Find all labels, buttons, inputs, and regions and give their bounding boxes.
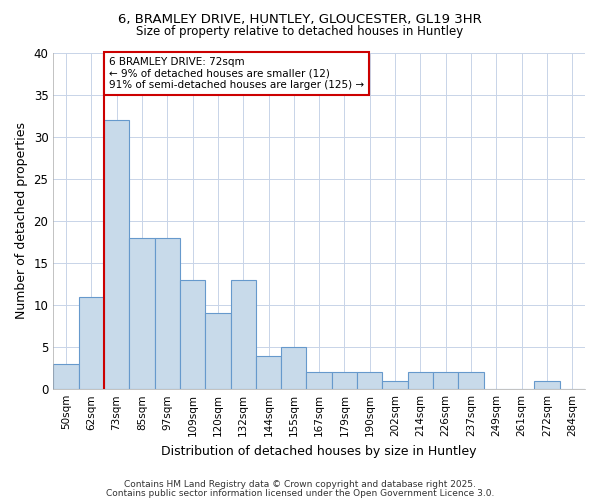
Bar — [129, 238, 155, 389]
Bar — [53, 364, 79, 389]
Bar — [155, 238, 180, 389]
Text: Contains HM Land Registry data © Crown copyright and database right 2025.: Contains HM Land Registry data © Crown c… — [124, 480, 476, 489]
Bar — [256, 356, 281, 389]
Bar — [332, 372, 357, 389]
Bar — [180, 280, 205, 389]
Bar — [307, 372, 332, 389]
Text: Contains public sector information licensed under the Open Government Licence 3.: Contains public sector information licen… — [106, 489, 494, 498]
Bar — [205, 314, 230, 389]
Text: 6, BRAMLEY DRIVE, HUNTLEY, GLOUCESTER, GL19 3HR: 6, BRAMLEY DRIVE, HUNTLEY, GLOUCESTER, G… — [118, 12, 482, 26]
Bar — [433, 372, 458, 389]
Bar — [458, 372, 484, 389]
Bar — [535, 381, 560, 389]
Bar — [281, 347, 307, 389]
Bar — [230, 280, 256, 389]
Bar — [104, 120, 129, 389]
Bar — [357, 372, 382, 389]
Y-axis label: Number of detached properties: Number of detached properties — [15, 122, 28, 320]
Bar — [408, 372, 433, 389]
X-axis label: Distribution of detached houses by size in Huntley: Distribution of detached houses by size … — [161, 444, 477, 458]
Bar — [382, 381, 408, 389]
Bar — [79, 296, 104, 389]
Text: 6 BRAMLEY DRIVE: 72sqm
← 9% of detached houses are smaller (12)
91% of semi-deta: 6 BRAMLEY DRIVE: 72sqm ← 9% of detached … — [109, 56, 364, 90]
Text: Size of property relative to detached houses in Huntley: Size of property relative to detached ho… — [136, 25, 464, 38]
